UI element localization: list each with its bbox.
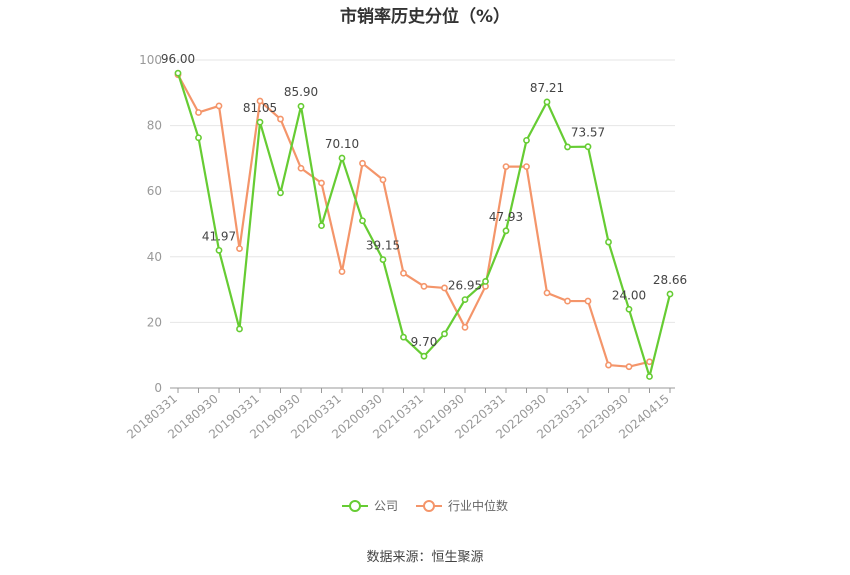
- data-point: [605, 361, 612, 369]
- data-point: [605, 238, 612, 246]
- data-point: [420, 282, 428, 290]
- data-point: [297, 102, 305, 110]
- data-point: [441, 284, 448, 292]
- legend-item-industry-median[interactable]: 行业中位数: [416, 497, 508, 514]
- series-line-0: [176, 72, 672, 378]
- data-label: 85.90: [284, 85, 318, 99]
- data-label: 87.21: [530, 81, 564, 95]
- data-label: 9.70: [411, 335, 438, 349]
- legend-label-industry-median: 行业中位数: [448, 499, 509, 513]
- legend-item-company[interactable]: 公司: [341, 497, 398, 514]
- data-point: [523, 136, 530, 144]
- data-point: [400, 333, 407, 341]
- legend-swatch-industry-median: [416, 499, 442, 513]
- data-point: [461, 296, 469, 304]
- data-point: [502, 227, 510, 235]
- data-point: [400, 269, 407, 277]
- y-tick-label: 60: [147, 184, 162, 198]
- data-point: [646, 373, 653, 380]
- data-point: [359, 217, 366, 225]
- data-label: 81.05: [243, 101, 277, 115]
- data-point: [338, 154, 346, 162]
- y-tick-label: 0: [154, 381, 162, 395]
- data-point: [277, 189, 284, 197]
- chart-title: 市销率历史分位（%）: [339, 7, 511, 27]
- data-point: [318, 179, 325, 187]
- y-tick-label: 20: [147, 315, 162, 329]
- data-label: 73.57: [571, 126, 605, 140]
- data-point: [543, 98, 551, 106]
- data-point: [215, 246, 223, 254]
- data-point: [236, 245, 243, 252]
- data-point: [502, 163, 510, 170]
- data-point: [256, 118, 264, 126]
- data-point: [379, 256, 387, 263]
- data-point: [523, 163, 530, 170]
- data-point: [625, 305, 633, 313]
- data-point: [420, 352, 428, 360]
- legend-swatch-company: [341, 499, 368, 513]
- data-point: [564, 297, 571, 305]
- data-point: [441, 330, 448, 338]
- data-point: [584, 297, 592, 305]
- line-chart: 0204060801002018033120180930201903312019…: [124, 52, 687, 441]
- data-point: [256, 97, 264, 105]
- data-point: [461, 323, 469, 331]
- data-label: 26.95: [448, 279, 482, 293]
- data-point: [666, 290, 674, 298]
- data-label: 96.00: [161, 52, 195, 66]
- data-point: [646, 358, 653, 366]
- data-point: [564, 143, 571, 151]
- data-label: 41.97: [202, 229, 236, 243]
- y-tick-label: 80: [147, 119, 162, 133]
- data-label: 28.66: [653, 273, 687, 287]
- y-tick-label: 40: [147, 250, 162, 264]
- data-point: [215, 102, 223, 110]
- data-point: [174, 69, 182, 77]
- data-point: [379, 176, 387, 184]
- data-label: 70.10: [325, 137, 359, 151]
- legend: 公司 行业中位数: [0, 497, 850, 514]
- y-tick-label: 100: [139, 53, 162, 67]
- data-point: [195, 109, 202, 116]
- data-point: [543, 289, 551, 297]
- data-point: [584, 143, 592, 151]
- data-label: 39.15: [366, 239, 400, 253]
- data-point: [195, 134, 202, 142]
- data-label: 47.93: [489, 210, 523, 224]
- series-line-1: [177, 74, 650, 368]
- data-point: [236, 325, 243, 333]
- data-point: [482, 277, 489, 285]
- source-note: 数据来源：恒生聚源: [366, 550, 484, 565]
- data-point: [338, 268, 346, 275]
- data-point: [359, 159, 366, 167]
- data-point: [625, 363, 633, 371]
- legend-label-company: 公司: [373, 499, 398, 513]
- data-label: 24.00: [612, 288, 646, 302]
- data-point: [277, 115, 284, 123]
- data-point: [318, 222, 325, 230]
- data-point: [297, 164, 305, 172]
